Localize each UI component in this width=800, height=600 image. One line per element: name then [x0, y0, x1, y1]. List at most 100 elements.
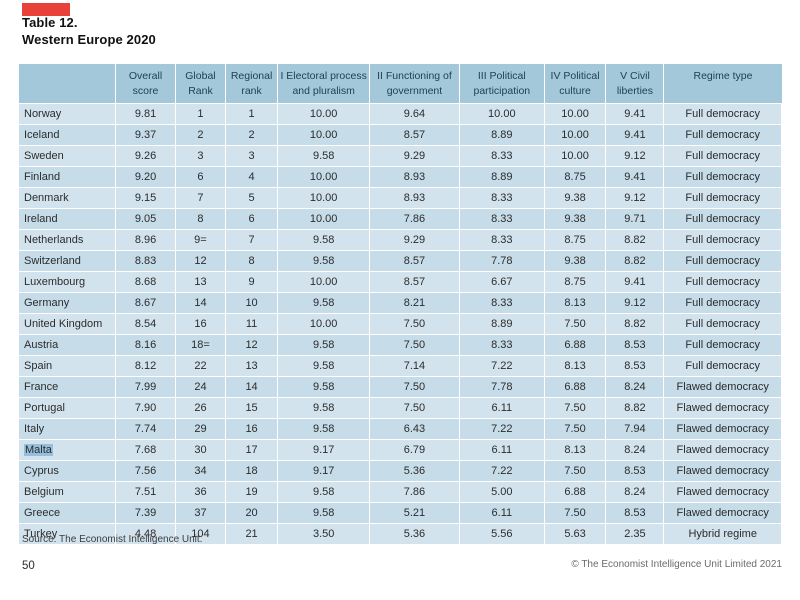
regime-type-cell: Full democracy	[663, 187, 782, 209]
political-participation-cell: 8.33	[458, 292, 545, 314]
overall-score-cell: 7.99	[114, 376, 177, 398]
political-participation-cell: 10.00	[458, 103, 545, 125]
global-rank-cell: 14	[175, 292, 226, 314]
regime-type-cell: Full democracy	[663, 250, 782, 272]
global-rank-cell: 18=	[175, 334, 226, 356]
regime-type-cell: Hybrid regime	[663, 523, 782, 545]
regional-rank-cell: 19	[224, 481, 279, 503]
overall-score-cell: 8.12	[114, 355, 177, 377]
regional-rank-cell: 16	[224, 418, 279, 440]
electoral-process-cell: 9.58	[277, 229, 370, 251]
political-participation-cell: 6.67	[458, 271, 545, 293]
political-participation-cell: 6.11	[458, 397, 545, 419]
electoral-process-cell: 9.58	[277, 376, 370, 398]
table-row: Portugal 7.90 26 15 9.58 7.50 6.11 7.50 8.82 Flaw…	[18, 397, 782, 419]
electoral-process-cell: 9.17	[277, 460, 370, 482]
political-culture-cell: 6.88	[543, 376, 607, 398]
global-rank-cell: 8	[175, 208, 226, 230]
country-cell: Cyprus	[18, 460, 116, 482]
electoral-process-cell: 3.50	[277, 523, 370, 545]
table-row: Finland 9.20 6 4 10.00 8.93 8.89 8.75 9.41 Full d…	[18, 166, 782, 188]
electoral-process-cell: 9.58	[277, 418, 370, 440]
country-cell: Ireland	[18, 208, 116, 230]
country-cell: Netherlands	[18, 229, 116, 251]
electoral-process-cell: 10.00	[277, 208, 370, 230]
electoral-process-cell: 9.58	[277, 250, 370, 272]
overall-score-cell: 4.48	[114, 523, 177, 545]
regime-type-cell: Full democracy	[663, 292, 782, 314]
regional-rank-cell: 1	[224, 103, 279, 125]
political-culture-cell: 10.00	[543, 103, 607, 125]
functioning-government-cell: 6.79	[368, 439, 460, 461]
regional-rank-cell: 7	[224, 229, 279, 251]
country-cell: Portugal	[18, 397, 116, 419]
regional-rank-cell: 17	[224, 439, 279, 461]
header-regional-rank: Regional rank	[224, 63, 279, 104]
copyright-notice: © The Economist Intelligence Unit Limite…	[571, 559, 782, 570]
regime-type-cell: Full democracy	[663, 271, 782, 293]
political-culture-cell: 6.88	[543, 334, 607, 356]
political-participation-cell: 7.22	[458, 460, 545, 482]
functioning-government-cell: 8.93	[368, 187, 460, 209]
political-participation-cell: 6.11	[458, 439, 545, 461]
political-culture-cell: 8.75	[543, 271, 607, 293]
civil-liberties-cell: 9.12	[605, 292, 665, 314]
table-title-block: Table 12. Western Europe 2020	[22, 14, 156, 48]
global-rank-cell: 3	[175, 145, 226, 167]
country-cell: Turkey	[18, 523, 116, 545]
table-row: Belgium 7.51 36 19 9.58 7.86 5.00 6.88 8.24 Flawe…	[18, 481, 782, 503]
red-accent-mark	[22, 3, 70, 16]
political-participation-cell: 8.89	[458, 166, 545, 188]
page-number: 50	[22, 560, 35, 572]
regional-rank-cell: 21	[224, 523, 279, 545]
democracy-index-table: Overall score Global Rank Regional rank …	[18, 63, 782, 545]
country-cell: Sweden	[18, 145, 116, 167]
overall-score-cell: 7.56	[114, 460, 177, 482]
functioning-government-cell: 8.57	[368, 271, 460, 293]
political-participation-cell: 8.33	[458, 208, 545, 230]
political-culture-cell: 8.75	[543, 229, 607, 251]
political-participation-cell: 7.22	[458, 418, 545, 440]
country-cell: Switzerland	[18, 250, 116, 272]
political-participation-cell: 7.78	[458, 250, 545, 272]
country-cell: France	[18, 376, 116, 398]
electoral-process-cell: 10.00	[277, 124, 370, 146]
table-row: Spain 8.12 22 13 9.58 7.14 7.22 8.13 8.53 Full de…	[18, 355, 782, 377]
civil-liberties-cell: 8.24	[605, 376, 665, 398]
political-participation-cell: 8.89	[458, 313, 545, 335]
regional-rank-cell: 14	[224, 376, 279, 398]
global-rank-cell: 26	[175, 397, 226, 419]
header-functioning-government: II Functioning of government	[368, 63, 460, 104]
header-political-participation: III Political participation	[458, 63, 545, 104]
regional-rank-cell: 13	[224, 355, 279, 377]
functioning-government-cell: 7.50	[368, 376, 460, 398]
political-culture-cell: 10.00	[543, 124, 607, 146]
country-cell: Luxembourg	[18, 271, 116, 293]
political-culture-cell: 10.00	[543, 145, 607, 167]
global-rank-cell: 36	[175, 481, 226, 503]
functioning-government-cell: 5.21	[368, 502, 460, 524]
global-rank-cell: 2	[175, 124, 226, 146]
header-political-culture: IV Political culture	[543, 63, 607, 104]
regime-type-cell: Full democracy	[663, 313, 782, 335]
overall-score-cell: 7.68	[114, 439, 177, 461]
regional-rank-cell: 11	[224, 313, 279, 335]
electoral-process-cell: 10.00	[277, 103, 370, 125]
regional-rank-cell: 9	[224, 271, 279, 293]
functioning-government-cell: 9.64	[368, 103, 460, 125]
overall-score-cell: 9.05	[114, 208, 177, 230]
electoral-process-cell: 9.58	[277, 145, 370, 167]
header-country	[18, 63, 116, 104]
civil-liberties-cell: 9.12	[605, 145, 665, 167]
table-row: Cyprus 7.56 34 18 9.17 5.36 7.22 7.50 8.53 Flawed…	[18, 460, 782, 482]
civil-liberties-cell: 8.82	[605, 229, 665, 251]
table-row: France 7.99 24 14 9.58 7.50 7.78 6.88 8.24 Flawed…	[18, 376, 782, 398]
global-rank-cell: 24	[175, 376, 226, 398]
civil-liberties-cell: 8.24	[605, 439, 665, 461]
political-culture-cell: 7.50	[543, 502, 607, 524]
political-culture-cell: 7.50	[543, 418, 607, 440]
overall-score-cell: 8.96	[114, 229, 177, 251]
overall-score-cell: 7.74	[114, 418, 177, 440]
electoral-process-cell: 10.00	[277, 313, 370, 335]
civil-liberties-cell: 8.53	[605, 502, 665, 524]
